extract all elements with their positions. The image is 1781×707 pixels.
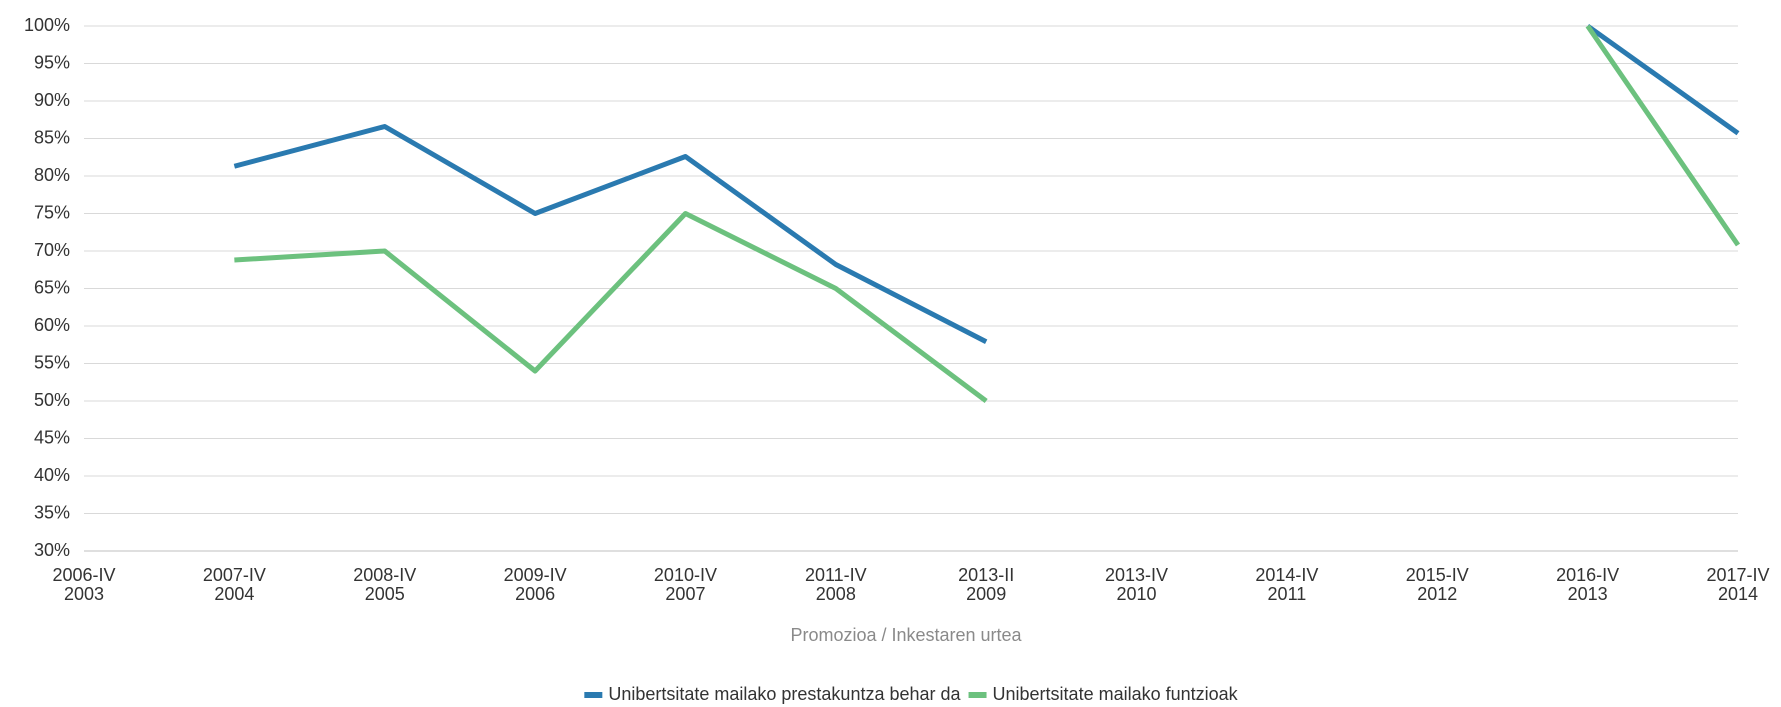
x-tick-label: 2013-II — [958, 565, 1014, 585]
x-tick-label: 2010-IV — [654, 565, 717, 585]
legend-label: Unibertsitate mailako funtzioak — [993, 684, 1239, 704]
x-tick-label: 2017-IV — [1706, 565, 1769, 585]
y-tick-label: 45% — [34, 427, 70, 447]
x-tick-label: 2007-IV — [203, 565, 266, 585]
x-tick-label: 2014-IV — [1255, 565, 1318, 585]
series-line — [233, 23, 1740, 344]
y-tick-label: 85% — [34, 127, 70, 147]
x-tick-label: 2008-IV — [353, 565, 416, 585]
x-tick-label: 2012 — [1417, 584, 1457, 604]
x-tick-label: 2013 — [1568, 584, 1608, 604]
legend-swatch — [968, 692, 987, 698]
x-tick-label: 2008 — [816, 584, 856, 604]
x-tick-label: 2009-IV — [504, 565, 567, 585]
y-tick-label: 75% — [34, 202, 70, 222]
x-tick-label: 2006-IV — [52, 565, 115, 585]
y-tick-label: 90% — [34, 90, 70, 110]
x-tick-label: 2003 — [64, 584, 104, 604]
x-tick-label: 2005 — [365, 584, 405, 604]
x-tick-label: 2009 — [966, 584, 1006, 604]
y-tick-label: 40% — [34, 465, 70, 485]
x-tick-label: 2011-IV — [805, 565, 867, 585]
x-tick-label: 2016-IV — [1556, 565, 1619, 585]
y-tick-label: 70% — [34, 240, 70, 260]
x-tick-label: 2007 — [665, 584, 705, 604]
series-line — [234, 24, 1741, 404]
x-tick-label: 2004 — [214, 584, 254, 604]
x-tick-label: 2011 — [1268, 584, 1307, 604]
y-tick-label: 50% — [34, 390, 70, 410]
legend-label: Unibertsitate mailako prestakuntza behar… — [608, 684, 961, 704]
x-tick-label: 2010 — [1117, 584, 1157, 604]
x-tick-label: 2015-IV — [1406, 565, 1469, 585]
x-axis-title: Promozioa / Inkestaren urtea — [790, 625, 1022, 645]
legend-swatch — [584, 692, 603, 698]
y-tick-label: 60% — [34, 315, 70, 335]
y-tick-label: 65% — [34, 277, 70, 297]
y-tick-label: 55% — [34, 352, 70, 372]
x-tick-label: 2014 — [1718, 584, 1758, 604]
y-tick-label: 95% — [34, 52, 70, 72]
x-tick-label: 2013-IV — [1105, 565, 1168, 585]
y-tick-label: 35% — [34, 502, 70, 522]
y-tick-label: 100% — [24, 15, 70, 35]
y-tick-label: 80% — [34, 165, 70, 185]
y-tick-label: 30% — [34, 540, 70, 560]
x-tick-label: 2006 — [515, 584, 555, 604]
